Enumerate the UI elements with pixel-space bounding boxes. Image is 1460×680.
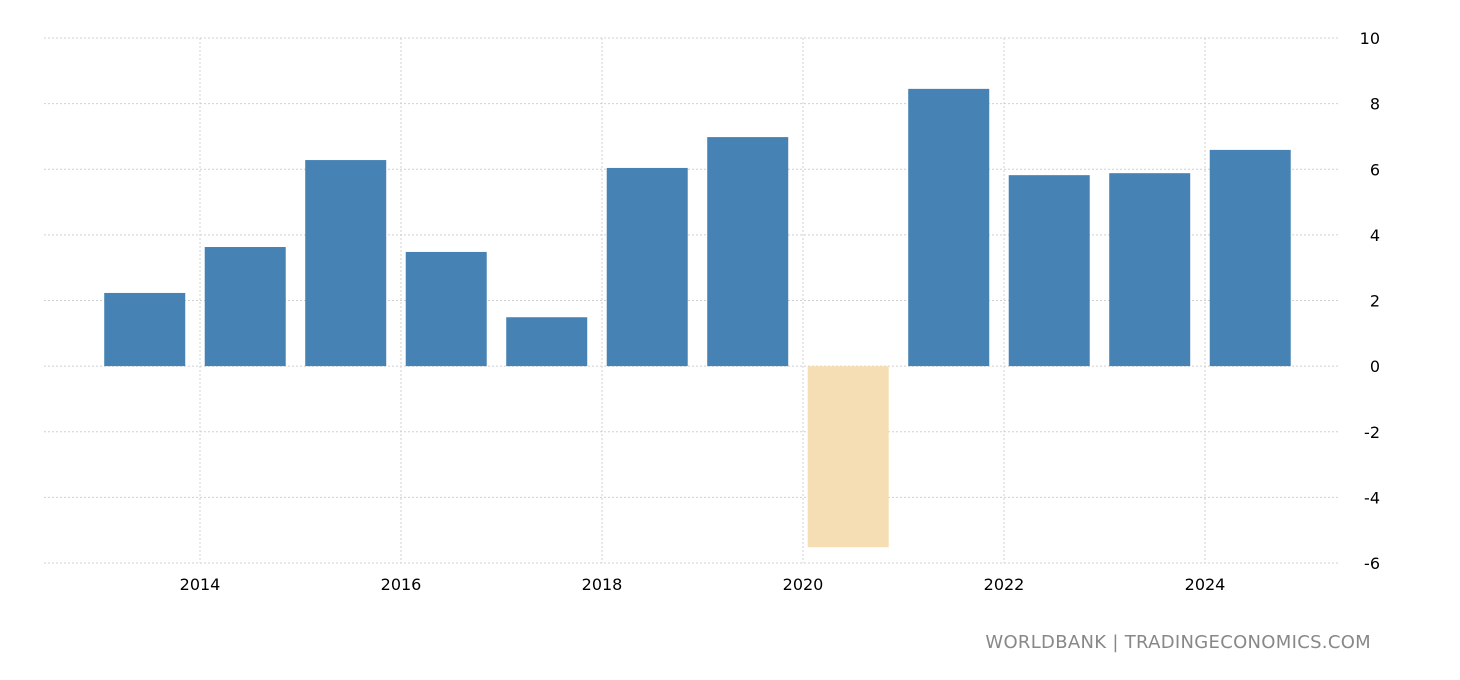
- x-tick-label: 2020: [783, 575, 824, 594]
- bar-2015: [305, 160, 387, 367]
- y-tick-label: 0: [1370, 357, 1380, 376]
- bar-2017: [506, 317, 588, 367]
- y-tick-label: -4: [1364, 488, 1380, 507]
- x-tick-label: 2014: [180, 575, 221, 594]
- y-tick-label: 2: [1370, 292, 1380, 311]
- bar-2022: [1008, 175, 1090, 367]
- source-footer: WORLDBANK | TRADINGECONOMICS.COM: [985, 632, 1371, 653]
- x-tick-label: 2016: [381, 575, 422, 594]
- y-tick-label: 4: [1370, 226, 1380, 245]
- bar-2020: [807, 366, 889, 548]
- x-tick-label: 2018: [582, 575, 623, 594]
- y-tick-label: -2: [1364, 423, 1380, 442]
- y-tick-label: -6: [1364, 554, 1380, 573]
- y-tick-label: 8: [1370, 95, 1380, 114]
- bar-2018: [606, 167, 688, 367]
- bar-2023: [1109, 173, 1191, 367]
- bar-2014: [204, 247, 286, 367]
- bar-2016: [405, 251, 487, 367]
- y-tick-label: 6: [1370, 160, 1380, 179]
- bar-2013: [104, 292, 186, 367]
- y-tick-label: 10: [1360, 29, 1380, 48]
- bar-2021: [908, 88, 990, 367]
- bar-2019: [707, 137, 789, 367]
- bar-2024: [1209, 149, 1291, 367]
- x-tick-label: 2022: [984, 575, 1025, 594]
- x-tick-label: 2024: [1185, 575, 1226, 594]
